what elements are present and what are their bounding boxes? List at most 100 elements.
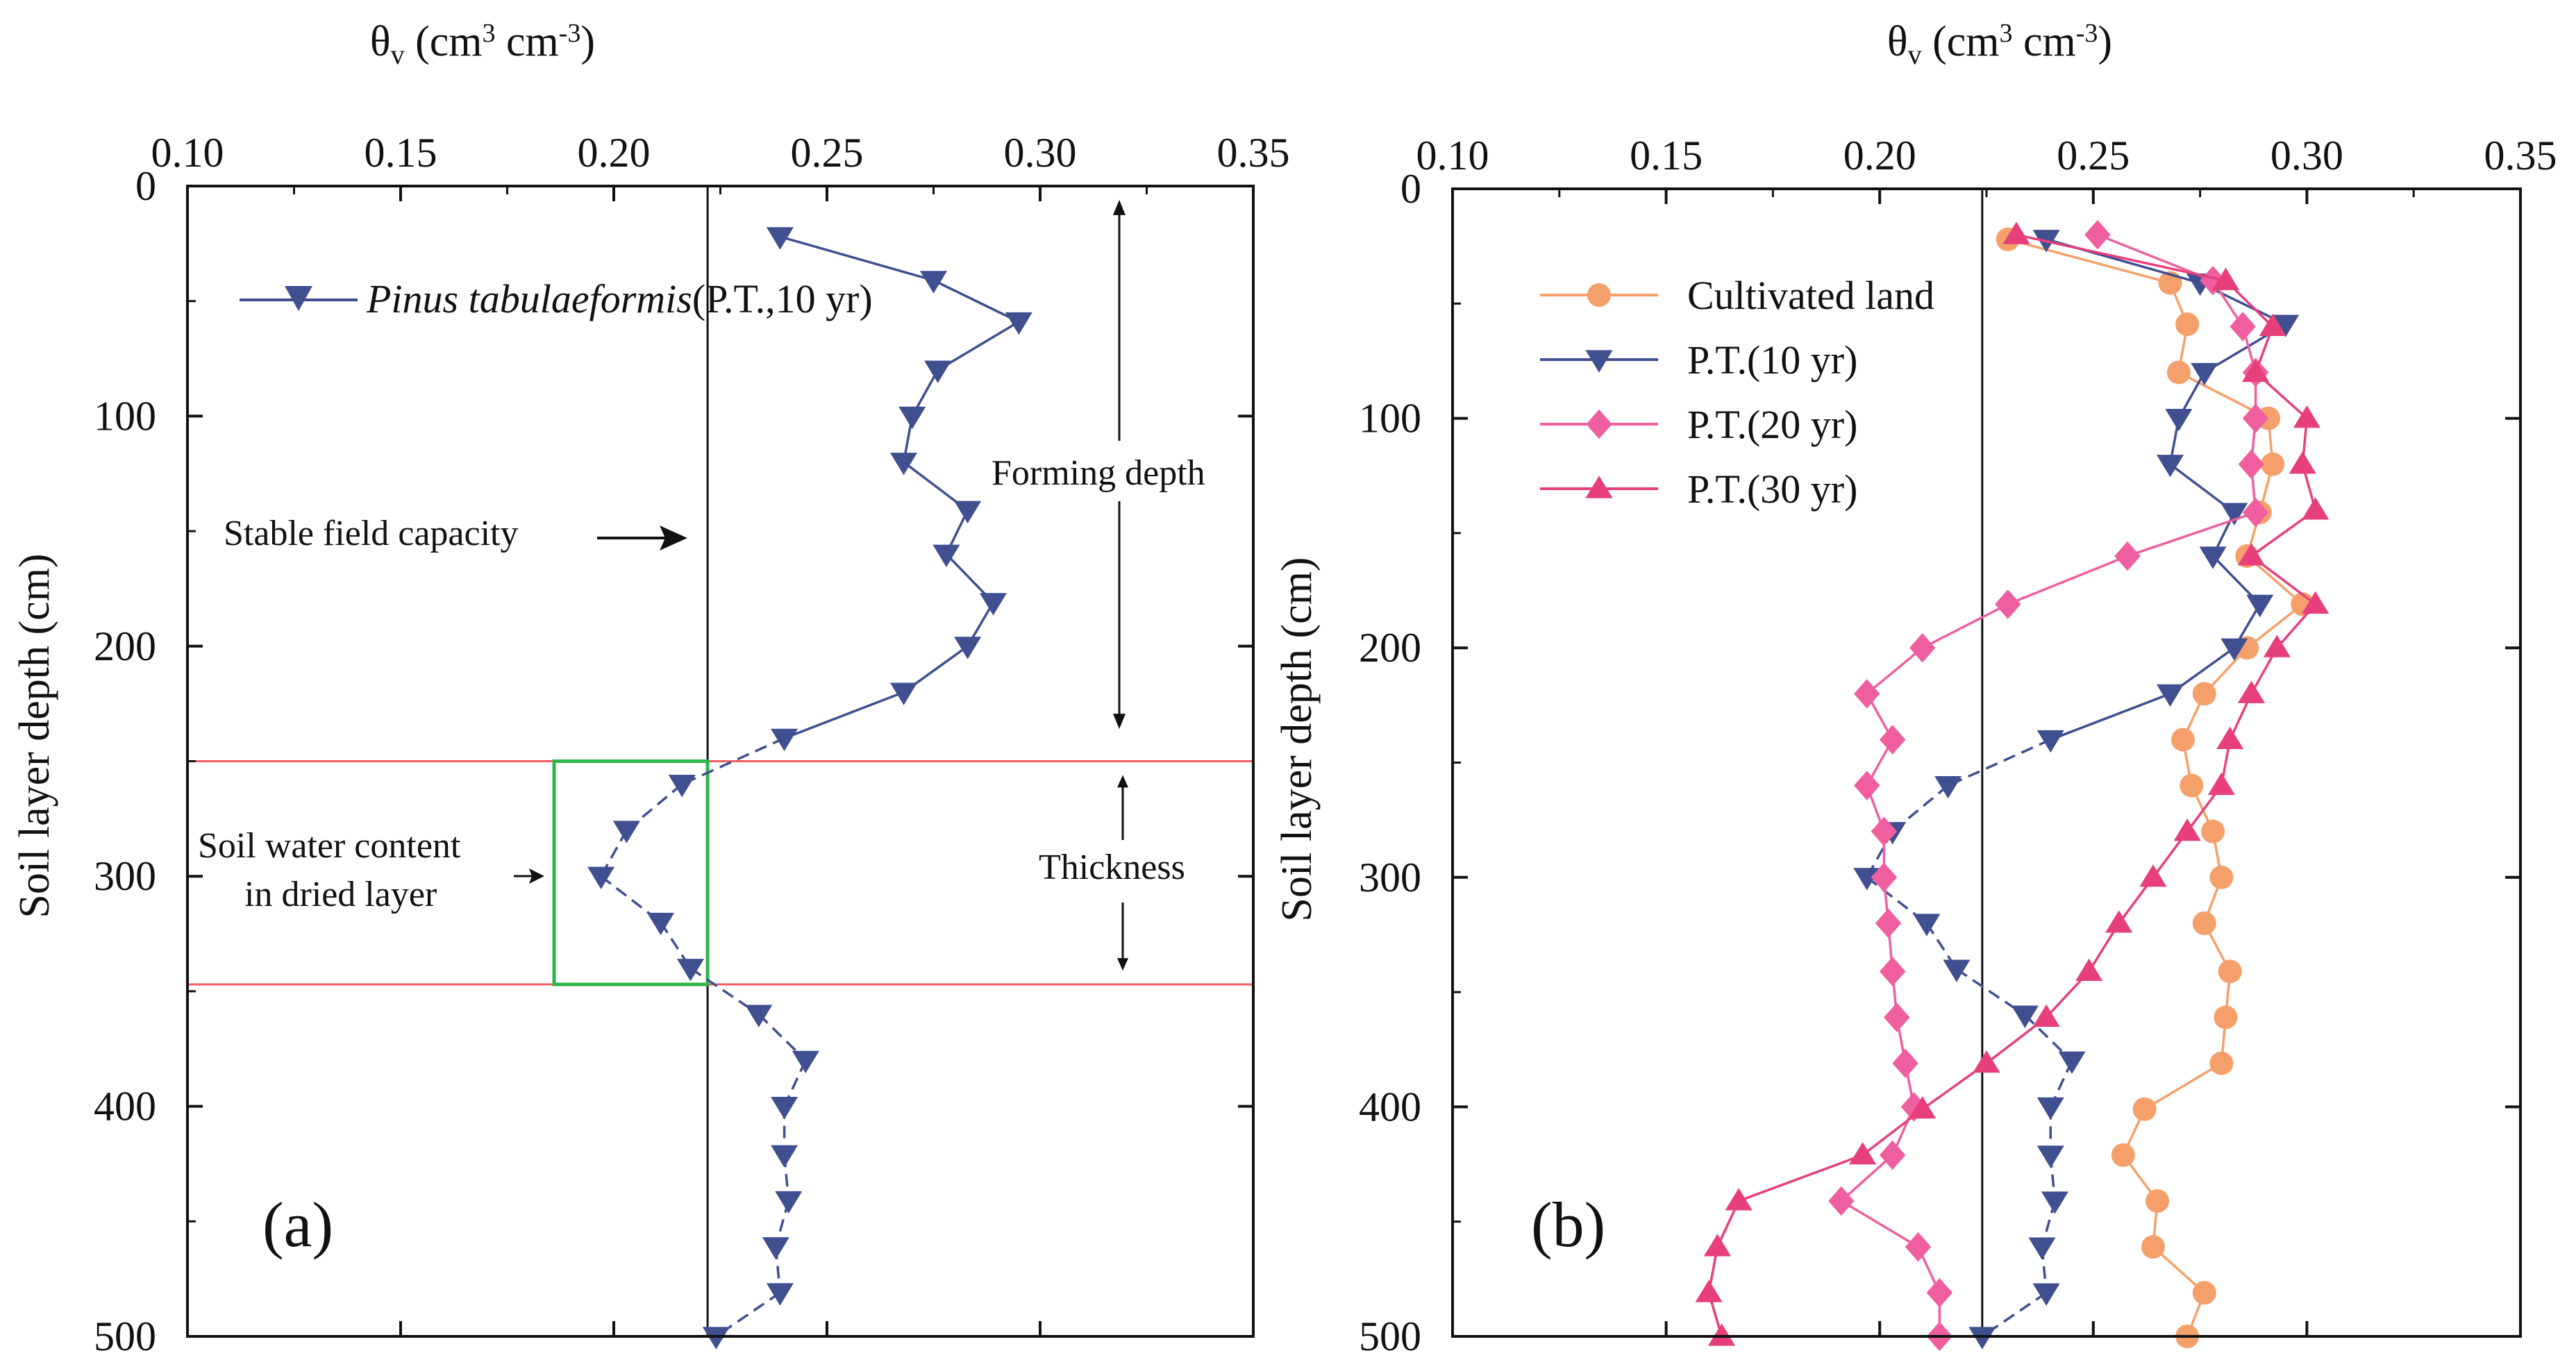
x-tick-label: 0.35 — [2484, 133, 2557, 178]
annotation-forming-depth: Forming depth — [992, 453, 1205, 493]
panel-a: 0.10 0.15 0.20 0.25 0.30 0.35 0 100 200 300 400 500… — [11, 18, 1290, 1359]
data-point — [1909, 632, 1936, 663]
legend-entry: P.T.(30 yr) — [1540, 467, 1857, 512]
data-point — [676, 959, 705, 982]
data-point — [2075, 958, 2103, 981]
series-segment — [1866, 646, 1923, 695]
x-tick-label: 0.25 — [791, 130, 864, 176]
data-point — [1879, 1140, 1906, 1170]
series-p-t-20-yr- — [1828, 219, 2269, 1352]
x-tick-label: 0.30 — [2270, 133, 2343, 178]
y-tick-label: 100 — [1359, 396, 1421, 442]
data-point — [1879, 725, 1906, 755]
panel-b-label: (b) — [1531, 1189, 1605, 1260]
data-point — [771, 1097, 798, 1120]
legend-marker — [1585, 476, 1613, 498]
panel-b: 0.10 0.15 0.20 0.25 0.30 0.35 0 100 200 300 400 500… — [1273, 18, 2557, 1359]
data-point — [2041, 1191, 2068, 1214]
data-point — [2242, 497, 2269, 528]
data-point — [2002, 221, 2030, 244]
series-cultivated-land — [1996, 227, 2315, 1348]
legend-label: Cultivated land — [1687, 273, 1934, 318]
data-point — [1968, 1327, 1996, 1350]
series-segment — [1738, 1154, 1864, 1202]
data-point — [2230, 312, 2256, 342]
data-point — [1853, 868, 1881, 891]
panel-a-legend-marker — [285, 286, 312, 311]
data-point — [2114, 541, 2141, 571]
data-point — [1909, 1096, 1937, 1119]
data-point — [2166, 360, 2191, 385]
annotation-stable-field-capacity-arrowhead — [660, 526, 687, 551]
data-point — [646, 912, 675, 936]
data-point — [2302, 591, 2330, 614]
legend-marker — [1586, 409, 1612, 439]
data-point — [2207, 772, 2235, 796]
x-tick-label: 0.15 — [1630, 133, 1703, 178]
data-point — [1854, 771, 1880, 800]
legend-marker — [1587, 283, 1611, 307]
series-segment — [1947, 738, 2051, 787]
legend-marker — [1585, 350, 1613, 373]
legend-entry: Cultivated land — [1540, 273, 1934, 318]
data-point — [2261, 452, 2285, 476]
y-tick-label: 400 — [94, 1084, 156, 1129]
data-point — [2028, 1237, 2056, 1260]
panel-b-series — [1695, 219, 2330, 1352]
x-tick-label: 0.35 — [1217, 130, 1290, 176]
data-point — [954, 637, 982, 660]
data-point — [2259, 313, 2286, 336]
data-point — [2011, 1005, 2039, 1028]
data-point — [924, 360, 952, 383]
legend-label: P.T.(30 yr) — [1687, 467, 1857, 512]
data-point — [2209, 1051, 2234, 1075]
data-point — [766, 1283, 794, 1306]
data-point — [1695, 1279, 1723, 1302]
x-tick-label: 0.20 — [1843, 133, 1916, 178]
data-point — [1884, 1002, 1910, 1032]
data-point — [771, 728, 798, 752]
y-tick-label: 300 — [1359, 855, 1421, 900]
data-point — [1943, 959, 1971, 982]
data-point — [2132, 1097, 2157, 1121]
y-tick-label: 300 — [94, 853, 156, 899]
series-segment — [1840, 1200, 1919, 1248]
data-point — [2036, 730, 2064, 753]
data-point — [745, 1005, 773, 1027]
data-point — [2192, 911, 2216, 935]
data-point — [2141, 1235, 2165, 1259]
data-point — [2139, 864, 2167, 887]
panel-a-legend: Pinus tabulaeformis(P.T.,10 yr) — [240, 276, 873, 321]
data-point — [2032, 1004, 2060, 1027]
data-point — [792, 1050, 819, 1074]
data-point — [2246, 594, 2274, 618]
series-segment — [779, 235, 934, 282]
data-point — [1828, 1186, 1855, 1216]
data-point — [2293, 405, 2320, 428]
legend-entry: P.T.(20 yr) — [1540, 402, 1857, 447]
data-point — [1708, 1323, 1736, 1346]
data-point — [1871, 862, 1898, 893]
x-tick-label: 0.20 — [578, 130, 651, 176]
data-point — [2242, 359, 2270, 383]
data-point — [1900, 1092, 1927, 1122]
data-point — [1879, 957, 1906, 986]
x-tick-label: 0.10 — [151, 130, 224, 176]
series-segment — [937, 321, 1020, 371]
annotation-dried-layer-line1: Soil water content — [198, 826, 461, 866]
data-point — [1871, 816, 1898, 846]
series-segment — [2016, 233, 2226, 282]
data-point — [1875, 908, 1902, 939]
data-point — [2171, 728, 2195, 752]
annotation-dried-layer-line2: in dried layer — [244, 875, 437, 914]
y-tick-label: 200 — [94, 623, 156, 669]
data-point — [1703, 1234, 1731, 1257]
panel-a-y-axis-title: Soil layer depth (cm) — [11, 553, 58, 918]
data-point — [2175, 312, 2200, 337]
legend-entry: P.T.(10 yr) — [1540, 337, 1857, 383]
data-point — [2192, 682, 2216, 706]
data-point — [1995, 589, 2021, 619]
x-tick-label: 0.25 — [2057, 133, 2130, 178]
x-tick-label: 0.10 — [1416, 133, 1489, 178]
data-point — [771, 1145, 798, 1168]
